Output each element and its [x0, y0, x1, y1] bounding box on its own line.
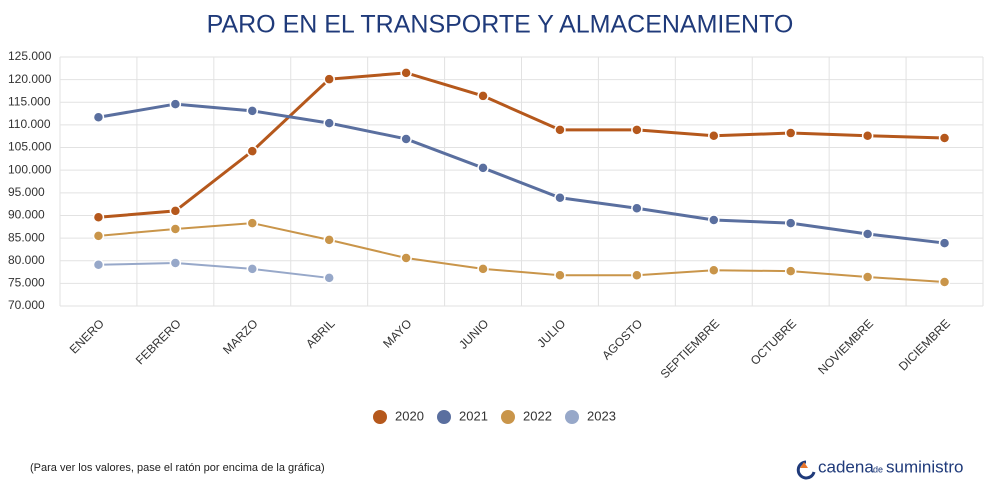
legend-item: 2022: [501, 408, 552, 424]
x-tick-label: JUNIO: [456, 316, 491, 351]
legend-label: 2021: [459, 408, 488, 423]
point: [246, 105, 259, 117]
point: [554, 192, 566, 204]
point: [400, 252, 412, 264]
point: [477, 162, 489, 174]
legend-swatch: [437, 410, 451, 424]
y-tick-label: 110.000: [8, 117, 51, 131]
point: [92, 259, 105, 271]
y-tick-label: 80.000: [8, 253, 45, 267]
y-tick-label: 115.000: [8, 94, 51, 108]
x-tick-label: AGOSTO: [599, 316, 645, 362]
y-tick-label: 125.000: [8, 49, 52, 63]
point: [708, 264, 720, 276]
y-tick-label: 90.000: [8, 208, 45, 222]
x-tick-label: SEPTIEMBRE: [658, 316, 723, 381]
point: [169, 98, 182, 110]
point: [708, 130, 720, 142]
point: [708, 214, 720, 226]
point: [246, 145, 259, 157]
x-tick-label: ENERO: [67, 316, 107, 356]
point: [861, 228, 874, 240]
point: [938, 276, 951, 288]
x-tick-label: JULIO: [534, 316, 568, 350]
series-line: [98, 222, 945, 284]
x-tick-label: OCTUBRE: [748, 316, 799, 367]
y-tick-label: 85.000: [8, 230, 45, 244]
point: [477, 263, 489, 275]
logo-text: de: [873, 464, 883, 474]
y-tick-label: 75.000: [8, 276, 45, 290]
y-tick-label: 100.000: [8, 162, 52, 176]
legend-item: 2023: [565, 408, 616, 424]
legend-swatch: [501, 410, 515, 424]
point: [323, 272, 335, 284]
point: [861, 271, 874, 283]
point: [477, 90, 489, 102]
logo-text: suministro: [886, 457, 963, 476]
point: [169, 205, 182, 217]
series-line: [98, 71, 945, 219]
point: [169, 223, 182, 235]
legend-swatch: [565, 410, 579, 424]
point: [323, 73, 335, 85]
point: [554, 124, 566, 136]
logo: cadena de suministro: [796, 457, 963, 480]
point: [169, 257, 182, 269]
y-tick-label: 120.000: [8, 72, 52, 86]
point: [631, 124, 643, 136]
point: [631, 269, 643, 281]
legend-label: 2023: [587, 408, 616, 423]
y-tick-label: 105.000: [8, 140, 52, 154]
legend-swatch: [373, 410, 387, 424]
chart-title: PARO EN EL TRANSPORTE Y ALMACENAMIENTO: [207, 11, 794, 39]
point: [323, 234, 335, 246]
point: [861, 130, 874, 142]
logo-icon: [796, 460, 816, 480]
point: [554, 269, 566, 281]
y-tick-label: 70.000: [8, 298, 45, 312]
x-tick-label: DICIEMBRE: [896, 316, 953, 373]
x-tick-label: FEBRERO: [133, 316, 184, 367]
y-tick-label: 95.000: [8, 185, 45, 199]
point: [92, 230, 105, 242]
point: [784, 265, 797, 277]
x-tick-label: MARZO: [220, 316, 261, 357]
point: [400, 67, 412, 79]
legend-item: 2020: [373, 408, 424, 424]
series-line: [98, 102, 945, 245]
logo-text: cadena: [818, 457, 874, 476]
x-tick-label: MAYO: [380, 316, 414, 350]
point: [246, 217, 259, 229]
legend-label: 2022: [523, 408, 552, 423]
point: [631, 202, 643, 214]
point: [92, 211, 105, 224]
point: [400, 133, 412, 145]
point: [784, 217, 797, 229]
point: [938, 237, 951, 249]
note: (Para ver los valores, pase el ratón por…: [30, 462, 325, 474]
logo-icon: [800, 462, 808, 468]
point: [246, 263, 259, 275]
x-tick-label: ABRIL: [303, 316, 338, 351]
legend-item: 2021: [437, 408, 488, 424]
series-line: [98, 261, 330, 279]
point: [92, 111, 105, 123]
x-tick-label: NOVIEMBRE: [815, 316, 876, 377]
point: [323, 117, 335, 129]
legend-label: 2020: [395, 408, 424, 423]
point: [784, 127, 797, 139]
point: [938, 132, 951, 144]
